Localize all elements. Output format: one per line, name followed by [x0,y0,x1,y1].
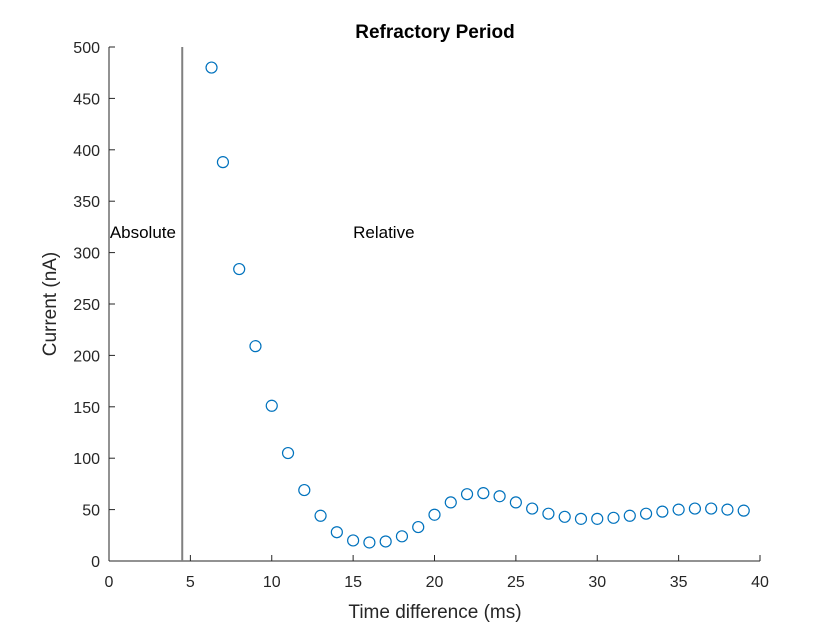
x-tick-label: 0 [105,574,114,591]
data-point [493,490,506,503]
y-tick-label: 250 [73,297,100,314]
data-point [412,520,425,534]
data-point [444,496,457,509]
data-point [298,483,311,497]
y-tick-label: 350 [73,194,100,211]
data-point [347,534,360,547]
data-point [281,446,295,460]
data-points [205,61,750,549]
data-point [558,510,571,523]
data-point [477,487,490,500]
data-point [623,509,636,522]
y-tick-label: 200 [73,348,100,365]
y-tick-label: 500 [73,40,100,57]
data-point [721,503,734,516]
annotation-relative: Relative [353,223,414,242]
data-point [672,503,685,516]
data-point [233,262,246,276]
x-tick-label: 30 [588,574,606,591]
y-axis-label: Current (nA) [40,252,61,357]
y-tick-label: 400 [73,143,100,160]
data-point [205,61,218,74]
x-tick-label: 5 [186,574,195,591]
data-point [705,502,718,515]
data-point [591,512,604,525]
data-point [607,511,620,524]
x-tick-label: 40 [751,574,769,591]
y-tick-label: 50 [82,503,100,520]
y-ticks: 0 50 100 150 200 250 300 350 400 450 500 [73,40,115,571]
x-tick-label: 25 [507,574,525,591]
data-point [216,156,230,169]
data-point [363,536,376,549]
data-point [314,509,327,522]
data-point [574,512,588,525]
y-tick-label: 100 [73,451,100,468]
x-tick-label: 10 [263,574,281,591]
data-point [509,496,522,509]
data-point [460,488,474,501]
data-point [265,399,278,412]
chart-title: Refractory Period [355,22,514,43]
x-tick-label: 20 [426,574,444,591]
data-point [737,504,750,517]
y-tick-label: 0 [91,554,100,571]
y-tick-label: 150 [73,400,100,417]
y-tick-label: 300 [73,246,100,263]
x-axis-label: Time difference (ms) [348,602,521,623]
data-point [249,340,262,353]
data-point [330,526,343,539]
x-ticks: 0 5 10 15 20 25 30 35 40 [105,555,769,591]
data-point [656,505,669,518]
data-point [639,507,653,520]
data-point [526,502,539,515]
x-tick-label: 15 [344,574,362,591]
data-point [379,535,392,548]
data-point [428,508,441,521]
data-point [395,530,409,543]
y-tick-label: 450 [73,91,100,108]
data-point [688,502,702,515]
annotation-absolute: Absolute [110,223,176,242]
x-tick-label: 35 [670,574,688,591]
data-point [542,507,555,520]
